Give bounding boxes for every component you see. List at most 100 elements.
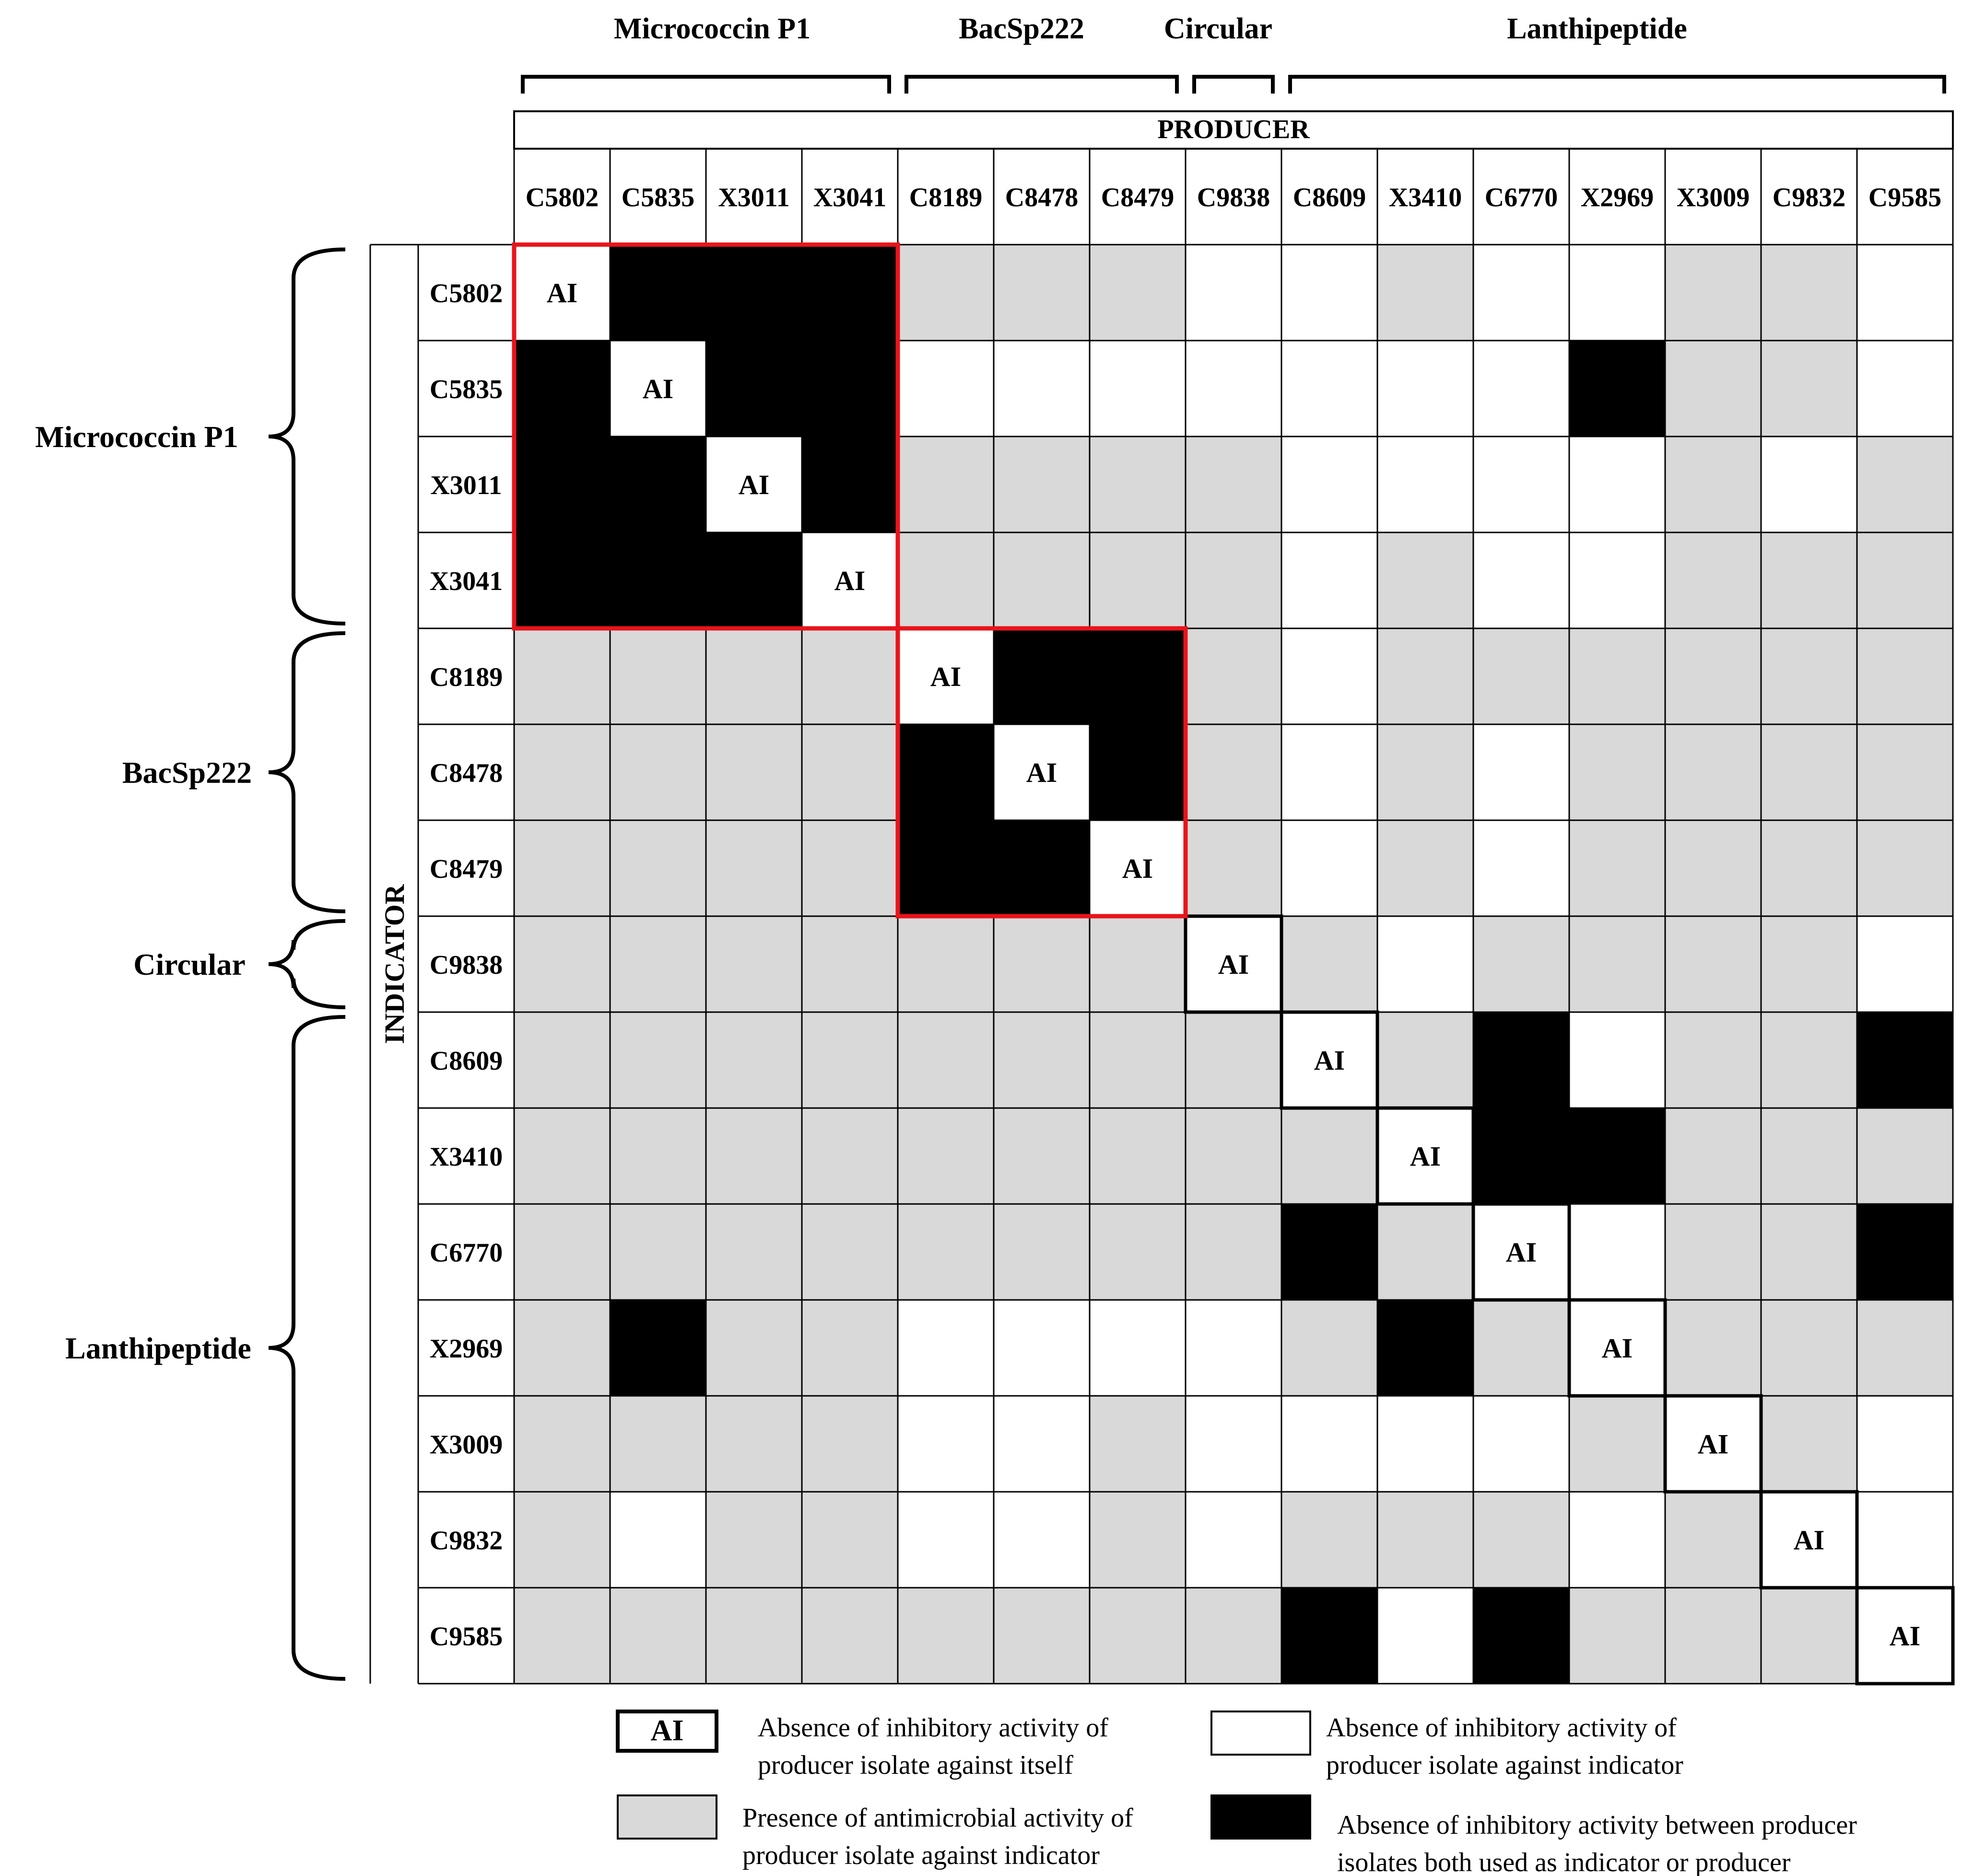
highlight-box bbox=[895, 626, 1188, 919]
cell-x2969-x3041 bbox=[802, 1300, 898, 1396]
cell-x3410-x3009 bbox=[1665, 1108, 1761, 1204]
cell-c9838-c8189 bbox=[898, 916, 994, 1012]
cell-x3009-c8189 bbox=[898, 1396, 994, 1492]
cell-c5802-c9832 bbox=[1761, 245, 1857, 341]
legend-swatch-white bbox=[1210, 1711, 1311, 1756]
legend-swatch-ai bbox=[616, 1710, 718, 1753]
cell-x3041-c8189 bbox=[898, 532, 994, 628]
cell-x3410-c9585 bbox=[1857, 1108, 1953, 1204]
column-header-x3041: X3041 bbox=[813, 183, 886, 212]
cell-c5835-c8189 bbox=[898, 341, 994, 437]
cell-c5835-x3041 bbox=[802, 341, 898, 437]
cell-c8478-c5802 bbox=[514, 724, 610, 820]
row-header-x3011: X3011 bbox=[430, 471, 502, 500]
bracket-top-lanthipeptide bbox=[1288, 75, 1946, 94]
cell-c8189-x3011 bbox=[706, 628, 802, 724]
cell-c6770-x2969 bbox=[1569, 1204, 1665, 1300]
cell-c9585-c6770 bbox=[1473, 1588, 1569, 1684]
cell-c5835-x2969 bbox=[1569, 341, 1665, 437]
cell-c5835-c9832 bbox=[1761, 341, 1857, 437]
cell-x3009-x3011 bbox=[706, 1396, 802, 1492]
cell-x3041-c8478 bbox=[994, 532, 1090, 628]
cell-c5802-c9838 bbox=[1186, 245, 1281, 341]
cell-x3410-x2969 bbox=[1569, 1108, 1665, 1204]
cell-x3011-c8189 bbox=[898, 437, 994, 532]
cell-c8479-c8609 bbox=[1281, 820, 1377, 916]
cell-x3009-c8478 bbox=[994, 1396, 1090, 1492]
self-cell-border bbox=[1567, 1298, 1667, 1398]
cell-x2969-x3410 bbox=[1377, 1300, 1473, 1396]
cell-c9838-c9838 bbox=[1186, 916, 1281, 1012]
column-group-label-circular: Circular bbox=[1164, 12, 1272, 45]
cell-c8479-c6770 bbox=[1473, 820, 1569, 916]
cell-c9838-x3041 bbox=[802, 916, 898, 1012]
cell-c5802-c9585 bbox=[1857, 245, 1953, 341]
cell-x3009-c9585 bbox=[1857, 1396, 1953, 1492]
row-header-c8189: C8189 bbox=[430, 662, 503, 692]
cell-x3009-c8609 bbox=[1281, 1396, 1377, 1492]
cell-c9585-c8479 bbox=[1090, 1588, 1186, 1684]
cell-x3041-x2969 bbox=[1569, 532, 1665, 628]
cell-c8478-c6770 bbox=[1473, 724, 1569, 820]
cell-x3009-c8479 bbox=[1090, 1396, 1186, 1492]
cell-c8479-c8189 bbox=[898, 820, 994, 916]
cell-c8478-c9585 bbox=[1857, 724, 1953, 820]
column-group-brackets: Micrococcin P1 BacSp222 Circular Lanthipept… bbox=[521, 12, 1946, 94]
cell-x3410-c8189 bbox=[898, 1108, 994, 1204]
cell-x3410-c8478 bbox=[994, 1108, 1090, 1204]
column-header-c5802: C5802 bbox=[526, 183, 599, 212]
column-group-label-bacsp222: BacSp222 bbox=[959, 12, 1084, 45]
cell-x3041-x3011 bbox=[706, 532, 802, 628]
cell-c5835-c9585 bbox=[1857, 341, 1953, 437]
cell-c5802-x2969 bbox=[1569, 245, 1665, 341]
cell-c8609-c9838 bbox=[1186, 1012, 1281, 1108]
row-header-x3009: X3009 bbox=[430, 1430, 503, 1460]
cell-c8189-c8189 bbox=[898, 628, 994, 724]
column-group-label-lanthipeptide: Lanthipeptide bbox=[1507, 12, 1687, 45]
ai-label: AI bbox=[1794, 1524, 1824, 1556]
cell-c9832-c9832 bbox=[1761, 1492, 1857, 1588]
column-header-c9838: C9838 bbox=[1197, 183, 1270, 212]
cell-c8189-c9585 bbox=[1857, 628, 1953, 724]
cell-c5835-x3011 bbox=[706, 341, 802, 437]
self-cell-border bbox=[1184, 914, 1283, 1014]
cell-x2969-c8189 bbox=[898, 1300, 994, 1396]
cell-c5802-x3410 bbox=[1377, 245, 1473, 341]
column-header-c8478: C8478 bbox=[1005, 183, 1078, 212]
cell-c8189-c8609 bbox=[1281, 628, 1377, 724]
bracket-left-bacsp222 bbox=[268, 631, 346, 913]
cell-x3041-x3041 bbox=[802, 532, 898, 628]
cell-c9832-x3009 bbox=[1665, 1492, 1761, 1588]
cell-c5835-c8478 bbox=[994, 341, 1090, 437]
cell-c8479-x3011 bbox=[706, 820, 802, 916]
cell-x3009-c5802 bbox=[514, 1396, 610, 1492]
cell-c8609-c5802 bbox=[514, 1012, 610, 1108]
cell-c8479-x2969 bbox=[1569, 820, 1665, 916]
cell-c9585-x3009 bbox=[1665, 1588, 1761, 1684]
cell-c6770-c6770 bbox=[1473, 1204, 1569, 1300]
legend-text-ai: Absence of inhibitory activity of bbox=[758, 1713, 1108, 1743]
cell-c8189-c8478 bbox=[994, 628, 1090, 724]
ai-label: AI bbox=[1122, 853, 1153, 884]
cell-c9832-x3410 bbox=[1377, 1492, 1473, 1588]
cell-c9585-x3410 bbox=[1377, 1588, 1473, 1684]
cell-c6770-c9585 bbox=[1857, 1204, 1953, 1300]
legend-text-black: Absence of inhibitory activity between p… bbox=[1337, 1810, 1857, 1840]
cell-c8478-c8189 bbox=[898, 724, 994, 820]
cell-c8609-c8478 bbox=[994, 1012, 1090, 1108]
producer-header: PRODUCER C5802 C5835 X3011 X3041 C8189 C8478 C8… bbox=[513, 110, 1954, 212]
column-group-label-micrococcin-p1: Micrococcin P1 bbox=[614, 12, 811, 45]
cell-x3041-c5802 bbox=[514, 532, 610, 628]
column-header-x3410: X3410 bbox=[1389, 183, 1462, 212]
cell-c6770-c8478 bbox=[994, 1204, 1090, 1300]
legend-ai-symbol: AI bbox=[651, 1714, 684, 1747]
cell-x3009-x2969 bbox=[1569, 1396, 1665, 1492]
matrix-cells: AI AI AI AI AI AI AI AI AI AI AI AI AI AI AI bbox=[514, 245, 1953, 1684]
cell-c9838-x3410 bbox=[1377, 916, 1473, 1012]
cell-x2969-c9585 bbox=[1857, 1300, 1953, 1396]
cell-x3011-c5835 bbox=[610, 437, 706, 532]
cell-c8479-x3009 bbox=[1665, 820, 1761, 916]
cell-c8478-c8478 bbox=[994, 724, 1090, 820]
row-header-x2969: X2969 bbox=[430, 1334, 503, 1364]
